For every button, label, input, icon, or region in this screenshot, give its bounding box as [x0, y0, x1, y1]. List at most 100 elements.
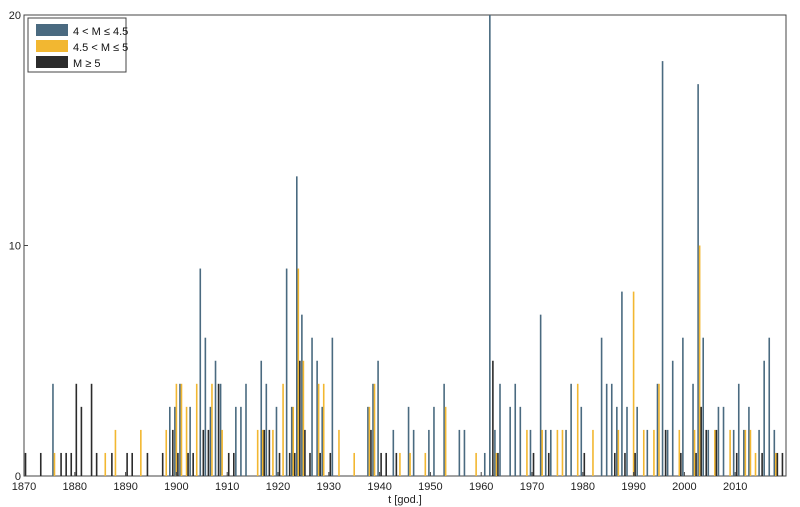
bar-series-1-1957 [463, 429, 466, 476]
legend-label-series-1: 4 < M ≤ 4.5 [73, 26, 128, 38]
bar-series-3-1891 [131, 452, 133, 476]
legend: 4 < M ≤ 4.5 4.5 < M ≤ 5 M ≥ 5 [27, 17, 128, 73]
bar-series-3-1990 [634, 452, 636, 476]
bar-series-1-1961 [483, 452, 486, 476]
bar-series-1-1918 [265, 383, 268, 476]
legend-label-series-3: M ≥ 5 [73, 58, 100, 70]
bar-series-1-1980 [580, 406, 583, 476]
bar-series-3-1938 [370, 429, 372, 476]
bar-series-3-1883 [90, 383, 93, 476]
x-tick-label-1960: 1960 [469, 481, 493, 493]
bar-series-1-2011 [737, 383, 740, 476]
bar-series-3-1988 [624, 452, 626, 476]
bar-series-1-1997 [666, 429, 669, 476]
bar-series-1-1912 [235, 406, 237, 476]
bar-series-1-1914 [245, 383, 247, 476]
x-tick-label-1990: 1990 [621, 481, 645, 493]
bar-series-1-1953 [443, 383, 445, 476]
bar-series-1-1977 [565, 429, 567, 476]
bar-series-1-1991 [636, 406, 638, 476]
bar-series-3-1878 [65, 452, 67, 476]
bar-series-1-2000 [682, 337, 684, 476]
bar-series-1-1946 [407, 406, 410, 476]
bar-series-2-1876 [53, 452, 56, 476]
y-tick-label-20: 20 [9, 10, 21, 22]
bar-series-1-1986 [610, 383, 613, 476]
bar-series-3-1903 [192, 452, 194, 476]
bar-series-2-2002 [693, 429, 696, 476]
bar-series-1-2015 [758, 429, 760, 476]
bar-series-2-1946 [409, 452, 411, 476]
y-tick-label-10: 10 [9, 241, 21, 253]
x-tick-label-1930: 1930 [317, 481, 341, 493]
bar-series-1-1973 [544, 429, 547, 476]
bar-series-3-1890 [126, 452, 128, 476]
bar-series-3-1879 [70, 452, 73, 476]
bar-series-1-1987 [616, 406, 618, 476]
bar-series-3-1925 [304, 429, 306, 476]
bar-series-3-2015 [761, 452, 763, 476]
bar-series-2-1916 [256, 429, 259, 476]
bar-series-2-1932 [338, 429, 340, 476]
bar-series-1-1925 [301, 314, 303, 476]
bar-series-2-1949 [424, 452, 427, 476]
bar-series-3-1910 [227, 452, 230, 476]
bar-series-2-1907 [211, 383, 213, 476]
bar-series-1-1906 [204, 337, 207, 476]
bar-series-1-2005 [707, 429, 710, 476]
bar-series-3-1963 [497, 452, 499, 476]
x-tick-label-1900: 1900 [164, 481, 188, 493]
bar-series-1-1924 [296, 176, 298, 476]
bar-series-2-1976 [561, 429, 564, 476]
bar-series-1-2003 [697, 84, 699, 477]
bar-series-1-2012 [743, 429, 745, 476]
x-tick-label-1920: 1920 [266, 481, 290, 493]
bar-series-3-1884 [95, 452, 98, 476]
bar-series-3-1970 [532, 452, 535, 476]
y-tick-label-0: 0 [15, 471, 21, 483]
bar-series-1-1905 [199, 268, 202, 476]
x-tick-label-1980: 1980 [571, 481, 595, 493]
bar-series-1-1900 [174, 406, 176, 476]
bar-series-2-1953 [444, 406, 447, 476]
bar-series-2-1959 [475, 452, 477, 476]
bar-series-1-2018 [773, 429, 776, 476]
x-tick-label-2010: 2010 [723, 481, 747, 493]
bar-series-1-2017 [768, 337, 771, 476]
bar-series-2-1886 [104, 452, 107, 476]
bar-series-3-1917 [263, 429, 266, 476]
bar-series-3-2003 [700, 406, 702, 476]
bar-series-1-2004 [702, 337, 704, 476]
x-axis-label: t [god.] [388, 494, 422, 506]
bar-series-1-1917 [260, 360, 263, 476]
bar-series-3-1940 [380, 452, 382, 476]
bar-series-1-2008 [722, 406, 725, 476]
bar-series-3-1922 [288, 452, 291, 476]
bar-series-1-1993 [646, 429, 649, 476]
bar-series-1-1928 [316, 360, 318, 476]
bar-series-2-1902 [185, 406, 188, 476]
axes: 1870 1880 1890 1900 1910 1920 1930 1940 1950 1960… [9, 10, 748, 493]
bar-series-1-1995 [656, 383, 659, 476]
bar-series-2-1979 [576, 383, 579, 476]
bar-series-2-1990 [632, 291, 635, 476]
bar-series-2-1938 [368, 406, 371, 476]
bar-series-3-1908 [217, 383, 220, 476]
bar-series-1-1964 [499, 383, 501, 476]
bars [24, 15, 784, 477]
bar-series-2-1963 [495, 452, 498, 476]
x-tick-label-1890: 1890 [113, 481, 137, 493]
bar-series-3-1897 [161, 452, 164, 476]
bar-series-3-2018 [776, 452, 779, 476]
x-tick-label-1880: 1880 [63, 481, 87, 493]
bar-series-1-1974 [550, 429, 552, 476]
bar-series-1-1998 [671, 360, 674, 476]
bar-series-1-1908 [214, 360, 217, 476]
bar-series-3-1870 [24, 452, 27, 476]
bar-series-3-1911 [233, 452, 235, 476]
bar-series-3-1899 [172, 429, 174, 476]
bar-series-2-2012 [744, 429, 747, 476]
bar-series-3-1905 [202, 429, 205, 476]
bar-series-3-1943 [395, 452, 398, 476]
bar-series-3-1928 [319, 452, 321, 476]
